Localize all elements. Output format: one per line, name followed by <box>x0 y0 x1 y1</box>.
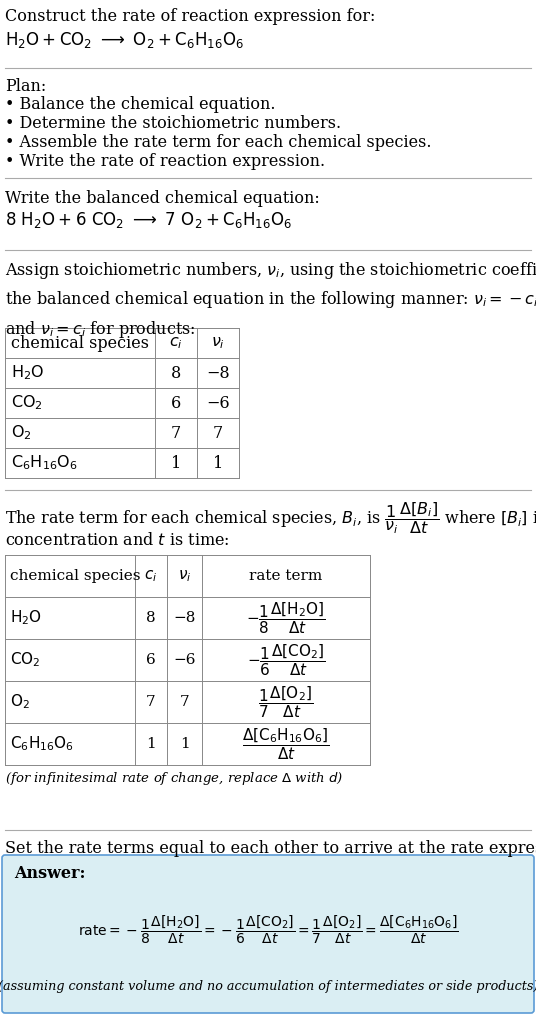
Text: $\dfrac{1}{7}\dfrac{\Delta[\mathrm{O_2}]}{\Delta t}$: $\dfrac{1}{7}\dfrac{\Delta[\mathrm{O_2}]… <box>258 684 314 720</box>
Text: Answer:: Answer: <box>14 865 86 882</box>
Text: 1: 1 <box>180 737 189 751</box>
Text: (assuming constant volume and no accumulation of intermediates or side products): (assuming constant volume and no accumul… <box>0 980 536 993</box>
Text: $\mathrm{C_6H_{16}O_6}$: $\mathrm{C_6H_{16}O_6}$ <box>10 734 74 754</box>
Text: Assign stoichiometric numbers, $\nu_i$, using the stoichiometric coefficients, $: Assign stoichiometric numbers, $\nu_i$, … <box>5 260 536 340</box>
Text: Construct the rate of reaction expression for:: Construct the rate of reaction expressio… <box>5 8 375 25</box>
Text: • Assemble the rate term for each chemical species.: • Assemble the rate term for each chemic… <box>5 134 431 151</box>
Text: $\mathrm{8\ H_2O + 6\ CO_2 \ \longrightarrow \ 7\ O_2 + C_6H_{16}O_6}$: $\mathrm{8\ H_2O + 6\ CO_2 \ \longrighta… <box>5 210 292 230</box>
Text: $\mathrm{rate} = -\dfrac{1}{8}\dfrac{\Delta[\mathrm{H_2O}]}{\Delta t} = -\dfrac{: $\mathrm{rate} = -\dfrac{1}{8}\dfrac{\De… <box>78 913 458 946</box>
Text: $-\dfrac{1}{8}\dfrac{\Delta[\mathrm{H_2O}]}{\Delta t}$: $-\dfrac{1}{8}\dfrac{\Delta[\mathrm{H_2O… <box>246 600 326 636</box>
Text: (for infinitesimal rate of change, replace $\Delta$ with $d$): (for infinitesimal rate of change, repla… <box>5 770 344 787</box>
Text: −8: −8 <box>206 365 230 382</box>
Text: Plan:: Plan: <box>5 78 46 95</box>
Text: 1: 1 <box>171 455 181 471</box>
Text: −8: −8 <box>173 611 196 625</box>
Text: concentration and $t$ is time:: concentration and $t$ is time: <box>5 532 230 549</box>
Text: $c_i$: $c_i$ <box>144 568 158 584</box>
Text: • Balance the chemical equation.: • Balance the chemical equation. <box>5 96 276 113</box>
Text: 7: 7 <box>171 425 181 441</box>
Text: rate term: rate term <box>249 569 323 583</box>
Text: 8: 8 <box>171 365 181 382</box>
Text: $\mathrm{H_2O}$: $\mathrm{H_2O}$ <box>10 608 42 628</box>
Text: $\mathrm{C_6H_{16}O_6}$: $\mathrm{C_6H_{16}O_6}$ <box>11 454 78 472</box>
Text: $c_i$: $c_i$ <box>169 335 183 351</box>
Text: $\mathrm{CO_2}$: $\mathrm{CO_2}$ <box>10 650 41 670</box>
Text: $\mathrm{O_2}$: $\mathrm{O_2}$ <box>11 424 32 442</box>
Text: The rate term for each chemical species, $B_i$, is $\dfrac{1}{\nu_i}\dfrac{\Delt: The rate term for each chemical species,… <box>5 500 536 536</box>
Text: $\mathrm{H_2O}$: $\mathrm{H_2O}$ <box>11 364 44 382</box>
Text: 7: 7 <box>213 425 223 441</box>
Text: 6: 6 <box>171 394 181 412</box>
Text: Write the balanced chemical equation:: Write the balanced chemical equation: <box>5 190 320 207</box>
Text: $\mathrm{O_2}$: $\mathrm{O_2}$ <box>10 692 30 712</box>
Text: • Determine the stoichiometric numbers.: • Determine the stoichiometric numbers. <box>5 115 341 132</box>
Text: • Write the rate of reaction expression.: • Write the rate of reaction expression. <box>5 153 325 170</box>
Text: $\mathrm{H_2O + CO_2 \ \longrightarrow \ O_2 + C_6H_{16}O_6}$: $\mathrm{H_2O + CO_2 \ \longrightarrow \… <box>5 30 244 50</box>
Text: $\mathrm{CO_2}$: $\mathrm{CO_2}$ <box>11 393 43 413</box>
Text: 6: 6 <box>146 653 156 667</box>
Text: 1: 1 <box>146 737 156 751</box>
Text: 7: 7 <box>146 695 156 709</box>
Text: chemical species: chemical species <box>10 569 140 583</box>
Text: chemical species: chemical species <box>11 335 149 351</box>
FancyBboxPatch shape <box>2 855 534 1013</box>
Text: $\nu_i$: $\nu_i$ <box>178 568 191 584</box>
Text: 1: 1 <box>213 455 223 471</box>
Text: $\nu_i$: $\nu_i$ <box>211 335 225 351</box>
Text: −6: −6 <box>173 653 196 667</box>
Text: 7: 7 <box>180 695 189 709</box>
Text: $-\dfrac{1}{6}\dfrac{\Delta[\mathrm{CO_2}]}{\Delta t}$: $-\dfrac{1}{6}\dfrac{\Delta[\mathrm{CO_2… <box>247 642 325 678</box>
Text: 8: 8 <box>146 611 156 625</box>
Text: −6: −6 <box>206 394 230 412</box>
Text: $\dfrac{\Delta[\mathrm{C_6H_{16}O_6}]}{\Delta t}$: $\dfrac{\Delta[\mathrm{C_6H_{16}O_6}]}{\… <box>242 726 330 762</box>
Text: Set the rate terms equal to each other to arrive at the rate expression:: Set the rate terms equal to each other t… <box>5 840 536 857</box>
